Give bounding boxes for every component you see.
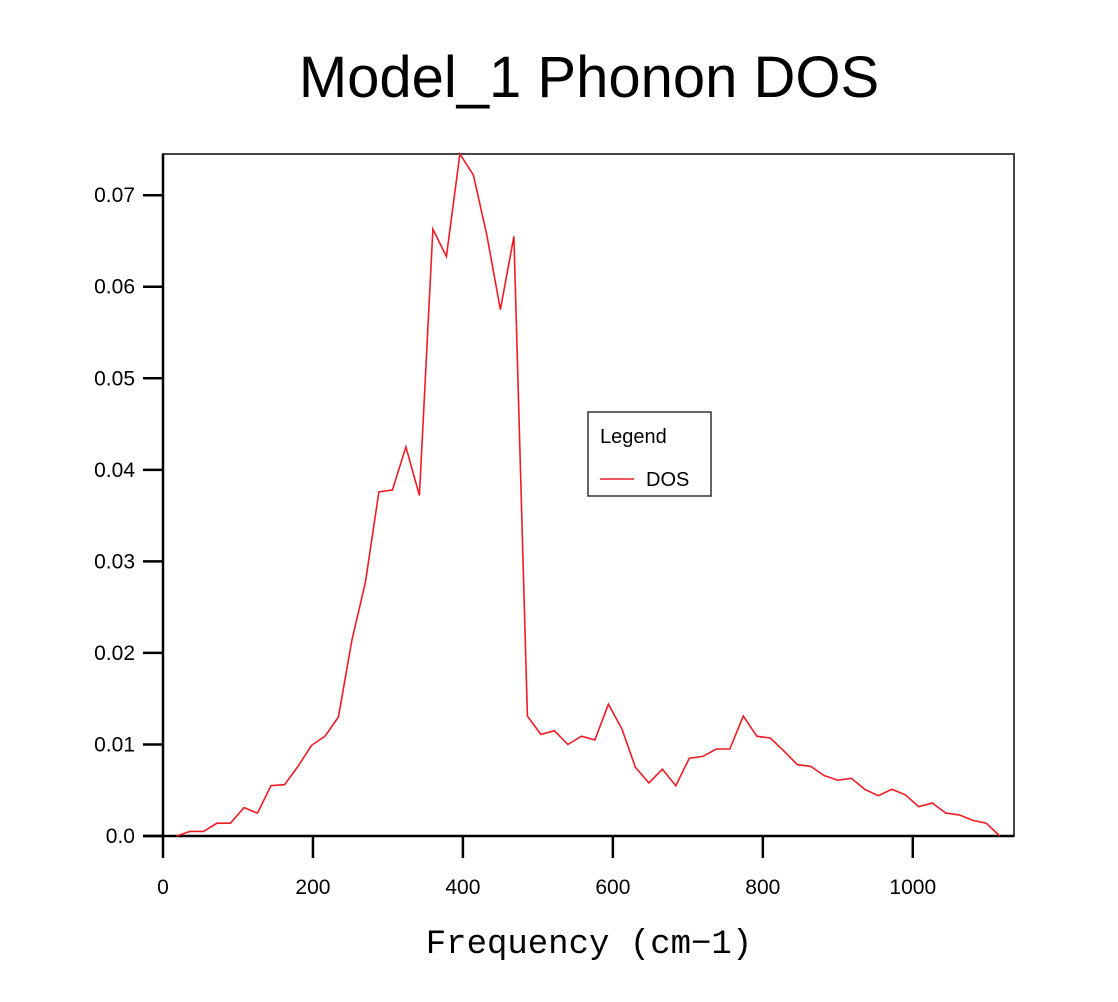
chart-title: Model_1 Phonon DOS [299,45,879,110]
legend-box [587,411,712,497]
x-axis: 0 200 400 600 800 1000 [143,834,1014,899]
x-tick-label: 0 [157,876,169,899]
y-tick-label: 0.03 [94,550,135,573]
x-tick-label: 800 [745,876,780,899]
legend-title: Legend [600,426,667,448]
x-axis-label: Frequency (cm−1) [426,926,752,964]
y-tick-label: 0.0 [106,825,135,848]
x-tick-label: 600 [595,876,630,899]
x-tick-label: 1000 [889,876,936,899]
x-tick-label: 200 [295,876,330,899]
x-tick-label: 400 [445,876,480,899]
y-tick-label: 0.06 [94,276,135,299]
y-axis: 0.0 0.01 0.02 0.03 0.04 0.05 0.06 0.07 [94,154,165,848]
legend-entry-dos: DOS [646,469,689,491]
y-tick-label: 0.01 [94,733,135,756]
y-tick-label: 0.02 [94,642,135,665]
y-tick-label: 0.07 [94,184,135,207]
series-line-dos [176,151,1001,837]
y-tick-label: 0.05 [94,367,135,390]
legend: Legend DOS [587,411,712,497]
y-tick-label: 0.04 [94,459,135,482]
series-layer [176,151,1001,837]
